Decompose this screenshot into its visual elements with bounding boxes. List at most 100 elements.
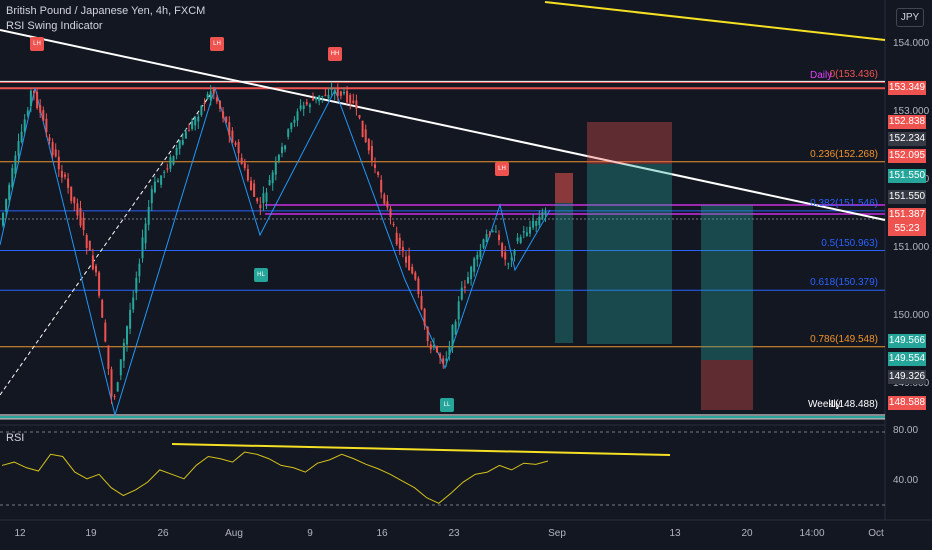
sell-signal-marker: LH bbox=[210, 37, 224, 51]
time-axis-label: 16 bbox=[376, 528, 388, 539]
candle-body bbox=[398, 237, 401, 249]
candle-body bbox=[312, 98, 314, 101]
candle-body bbox=[470, 266, 473, 280]
candle-body bbox=[476, 254, 479, 260]
candle-body bbox=[401, 247, 404, 252]
candle-body bbox=[234, 142, 237, 145]
candle-body bbox=[454, 321, 457, 335]
candle-body bbox=[98, 272, 101, 296]
candle-body bbox=[287, 129, 290, 137]
candle-body bbox=[370, 145, 373, 161]
candle-body bbox=[259, 204, 262, 209]
time-axis-label: 13 bbox=[669, 528, 681, 539]
candle-body bbox=[488, 233, 491, 235]
candle-body bbox=[473, 258, 476, 272]
time-axis-label: Aug bbox=[225, 528, 243, 539]
candle-body bbox=[436, 346, 438, 353]
time-axis-label: 19 bbox=[85, 528, 97, 539]
candle-body bbox=[485, 234, 488, 243]
candle-body bbox=[420, 295, 423, 310]
candle-body bbox=[144, 223, 147, 244]
candle-body bbox=[141, 237, 144, 259]
candle-body bbox=[153, 181, 156, 193]
candle-body bbox=[355, 100, 358, 109]
candle-body bbox=[70, 186, 73, 201]
fib-level-label: 0.382(151.546) bbox=[810, 197, 878, 209]
time-axis-label: 12 bbox=[14, 528, 26, 539]
candle-body bbox=[525, 232, 528, 236]
candle-body bbox=[150, 189, 153, 204]
candle-body bbox=[426, 326, 429, 342]
price-tag: 151.550 bbox=[888, 190, 926, 204]
candle-body bbox=[51, 141, 54, 156]
candle-body bbox=[392, 224, 395, 226]
candle-body bbox=[240, 157, 243, 165]
candle-body bbox=[463, 286, 466, 288]
fib-level-label: 0.786(149.548) bbox=[810, 333, 878, 345]
rsi-axis-label: 80.00 bbox=[893, 425, 919, 436]
candle-body bbox=[346, 91, 349, 103]
candle-body bbox=[5, 199, 8, 212]
candle-body bbox=[122, 342, 125, 361]
candle-body bbox=[91, 255, 94, 270]
candle-body bbox=[324, 94, 327, 96]
candle-body bbox=[541, 212, 544, 219]
candle-body bbox=[36, 91, 39, 108]
candle-body bbox=[26, 110, 29, 116]
sell-signal-marker: HH bbox=[328, 47, 342, 61]
candle-body bbox=[17, 141, 20, 156]
candle-body bbox=[14, 155, 17, 175]
candle-body bbox=[135, 277, 138, 293]
candle-body bbox=[194, 117, 197, 126]
symbol-title: British Pound / Japanese Yen, 4h, FXCM bbox=[6, 5, 206, 17]
price-tag: 55:23 bbox=[888, 222, 926, 236]
candle-body bbox=[268, 179, 271, 186]
candle-body bbox=[116, 382, 119, 392]
candle-body bbox=[132, 297, 135, 310]
currency-button[interactable]: JPY bbox=[896, 8, 924, 27]
candle-body bbox=[377, 171, 380, 175]
candle-body bbox=[113, 396, 116, 398]
price-tag: 152.234 bbox=[888, 132, 926, 146]
risk-zone-box bbox=[587, 122, 672, 164]
candle-body bbox=[215, 97, 218, 102]
candle-body bbox=[374, 164, 376, 168]
short-target-box bbox=[555, 203, 573, 343]
candle-body bbox=[138, 263, 141, 277]
candle-body bbox=[206, 94, 209, 99]
fib-level-label: 0.236(152.268) bbox=[810, 148, 878, 160]
candle-body bbox=[519, 236, 522, 243]
daily-level-label: Daily bbox=[810, 70, 833, 81]
candle-body bbox=[157, 180, 159, 183]
time-axis-label: 20 bbox=[741, 528, 753, 539]
candle-body bbox=[290, 123, 293, 130]
candle-body bbox=[445, 358, 448, 361]
price-axis-label: 151.000 bbox=[893, 242, 930, 253]
candle-body bbox=[367, 138, 370, 151]
candle-body bbox=[510, 258, 513, 260]
candle-body bbox=[57, 156, 60, 170]
candle-body bbox=[262, 193, 265, 203]
candle-body bbox=[281, 146, 283, 153]
candle-body bbox=[60, 170, 63, 178]
candle-body bbox=[197, 116, 200, 122]
fib-level-label: 0.5(150.963) bbox=[821, 237, 878, 249]
candle-body bbox=[54, 149, 57, 157]
candle-body bbox=[538, 216, 541, 225]
downtrend-line bbox=[0, 29, 886, 221]
weekly-level-label: Weekly bbox=[808, 399, 841, 410]
candle-body bbox=[107, 345, 110, 369]
candle-body bbox=[417, 278, 420, 295]
price-tag: 149.554 bbox=[888, 352, 926, 366]
candle-body bbox=[200, 105, 203, 116]
buy-signal-marker: HL bbox=[254, 268, 268, 282]
candle-body bbox=[256, 198, 259, 202]
candle-body bbox=[166, 168, 169, 170]
candle-body bbox=[358, 115, 361, 118]
candle-body bbox=[228, 122, 231, 136]
candle-body bbox=[237, 142, 240, 154]
reward-zone-box bbox=[587, 164, 672, 344]
sell-signal-marker: LH bbox=[30, 37, 44, 51]
